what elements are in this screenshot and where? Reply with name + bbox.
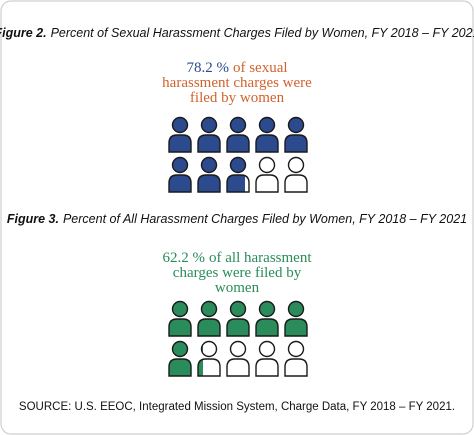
person-icon bbox=[168, 116, 192, 153]
icon-head bbox=[200, 116, 218, 134]
person-icon bbox=[197, 340, 221, 377]
figure-label: Figure 3. bbox=[7, 212, 59, 226]
icon-body bbox=[255, 174, 279, 193]
person-icon bbox=[226, 300, 250, 337]
icon-body bbox=[168, 134, 192, 153]
icon-body bbox=[284, 134, 308, 153]
icon-body bbox=[255, 134, 279, 153]
person-icon bbox=[226, 116, 250, 153]
icon-body bbox=[226, 134, 250, 153]
caption-line: women bbox=[215, 280, 260, 296]
person-icon bbox=[284, 116, 308, 153]
figure-title: Figure 3. Percent of All Harassment Charg… bbox=[7, 212, 467, 226]
caption: filed by women bbox=[190, 90, 285, 106]
icon-head bbox=[287, 156, 305, 174]
icon-head bbox=[200, 340, 218, 358]
figure-title-text: Percent of Sexual Harassment Charges Fil… bbox=[51, 26, 474, 40]
person-icon bbox=[197, 300, 221, 337]
icon-head bbox=[287, 300, 305, 318]
icon-head bbox=[229, 300, 247, 318]
person-icon bbox=[197, 156, 221, 193]
icon-head bbox=[258, 156, 276, 174]
caption: women bbox=[215, 280, 260, 296]
person-icon bbox=[168, 340, 192, 377]
caption-line: of all harassment bbox=[209, 250, 312, 266]
caption: harassment charges were bbox=[162, 75, 312, 91]
icon-body bbox=[168, 174, 192, 193]
icon-head bbox=[287, 340, 305, 358]
figure-title-text: Percent of All Harassment Charges Filed … bbox=[63, 212, 467, 226]
icon-head bbox=[258, 300, 276, 318]
person-icon bbox=[197, 116, 221, 153]
figure-title: Figure 2. Percent of Sexual Harassment Ch… bbox=[0, 26, 474, 40]
person-icon bbox=[255, 340, 279, 377]
caption-line: charges were filed by bbox=[173, 265, 302, 281]
icon-body bbox=[226, 174, 250, 193]
icon-head bbox=[171, 300, 189, 318]
person-icon bbox=[168, 156, 192, 193]
icon-body bbox=[197, 174, 221, 193]
person-icon bbox=[284, 300, 308, 337]
figure-label: Figure 2. bbox=[0, 26, 47, 40]
icon-head bbox=[171, 116, 189, 134]
icon-body bbox=[226, 318, 250, 337]
icon-head bbox=[287, 116, 305, 134]
icon-body bbox=[255, 318, 279, 337]
person-icon bbox=[255, 156, 279, 193]
icon-body bbox=[255, 358, 279, 377]
value-label: 62.2 % bbox=[163, 250, 206, 266]
person-icon bbox=[255, 300, 279, 337]
icon-body bbox=[226, 358, 250, 377]
icon-head bbox=[229, 156, 247, 174]
caption: 62.2 % of all harassment bbox=[163, 250, 313, 266]
icon-head bbox=[200, 300, 218, 318]
source: SOURCE: U.S. EEOC, Integrated Mission Sy… bbox=[19, 401, 455, 413]
value-label: 78.2 % bbox=[186, 60, 229, 76]
caption-line: filed by women bbox=[190, 90, 285, 106]
icon-head bbox=[258, 340, 276, 358]
person-icon bbox=[168, 300, 192, 337]
icon-head bbox=[229, 116, 247, 134]
icon-head bbox=[171, 156, 189, 174]
person-icon bbox=[226, 340, 250, 377]
icon-body bbox=[168, 318, 192, 337]
person-icon bbox=[255, 116, 279, 153]
icon-body bbox=[284, 358, 308, 377]
icon-head bbox=[200, 156, 218, 174]
icon-body bbox=[284, 174, 308, 193]
icon-head bbox=[258, 116, 276, 134]
caption-line: harassment charges were bbox=[162, 75, 312, 91]
icon-body bbox=[197, 358, 221, 377]
caption: charges were filed by bbox=[173, 265, 302, 281]
person-icon bbox=[284, 340, 308, 377]
icon-head bbox=[229, 340, 247, 358]
icon-body bbox=[197, 134, 221, 153]
person-icon bbox=[226, 156, 250, 193]
caption: 78.2 % of sexual bbox=[186, 60, 287, 76]
icon-body bbox=[197, 318, 221, 337]
person-icon bbox=[284, 156, 308, 193]
caption-line: of sexual bbox=[233, 60, 288, 76]
icon-head bbox=[171, 340, 189, 358]
icon-body bbox=[168, 358, 192, 377]
icon-body bbox=[284, 318, 308, 337]
